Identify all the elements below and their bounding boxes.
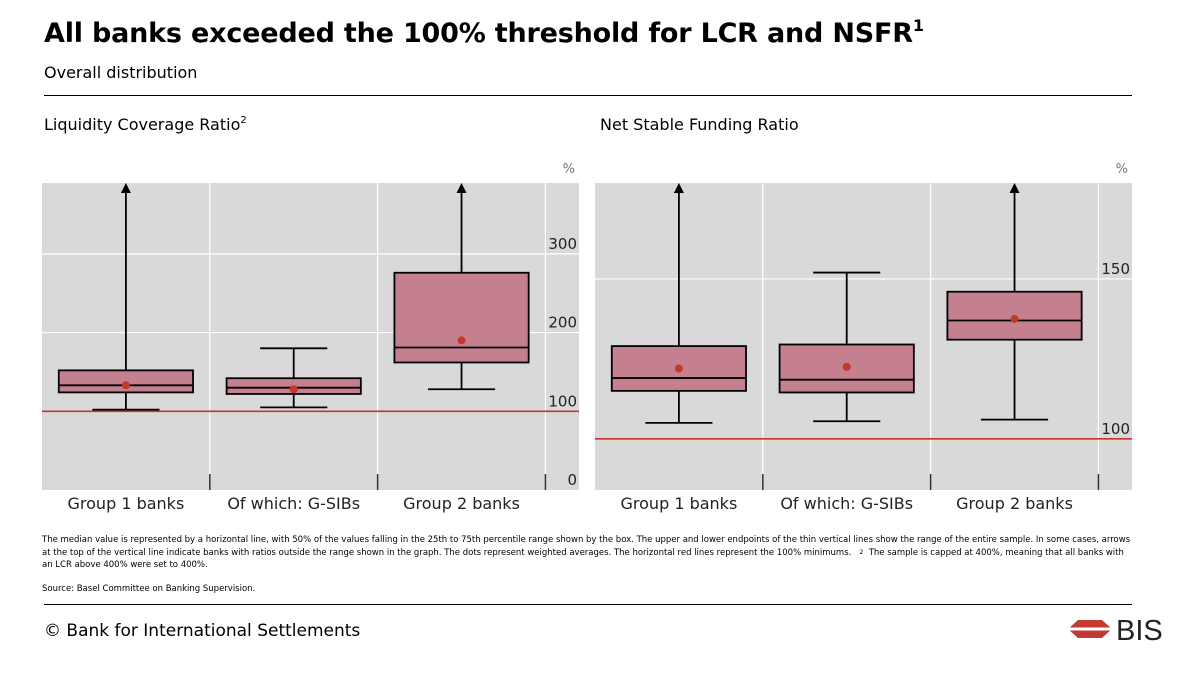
nsfr-range-arrow xyxy=(1009,183,1020,193)
bis-logo: BIS xyxy=(1068,615,1163,646)
chart-title-text: All banks exceeded the 100% threshold fo… xyxy=(44,18,913,49)
nsfr-category-label: Group 1 banks xyxy=(621,494,738,513)
lcr-category-label: Group 2 banks xyxy=(403,494,520,513)
chart-subtitle: Overall distribution xyxy=(44,63,198,82)
chart-title: All banks exceeded the 100% threshold fo… xyxy=(44,16,924,49)
header-rule xyxy=(44,95,1132,96)
nsfr-title-text: Net Stable Funding Ratio xyxy=(600,115,799,134)
nsfr-category-label: Of which: G-SIBs xyxy=(780,494,913,513)
copyright: © Bank for International Settlements xyxy=(44,621,361,641)
nsfr-unit-label: % xyxy=(1116,162,1128,177)
footnote-main: The median value is represented by a hor… xyxy=(42,535,1131,558)
nsfr-mean-dot xyxy=(674,364,683,373)
footnote-2-text: The sample is capped at 400%, meaning th… xyxy=(42,547,1124,571)
nsfr-ytick-label: 100 xyxy=(1101,420,1130,438)
source-note: Source: Basel Committee on Banking Super… xyxy=(42,584,256,594)
bis-logo-text: BIS xyxy=(1116,615,1163,646)
lcr-category-label: Group 1 banks xyxy=(68,494,185,513)
nsfr-range-arrow xyxy=(673,183,684,193)
lcr-ytick-label: 100 xyxy=(548,392,577,410)
lcr-category-label: Of which: G-SIBs xyxy=(227,494,360,513)
footnote: The median value is represented by a hor… xyxy=(42,534,1134,572)
lcr-mean-dot xyxy=(289,385,298,394)
nsfr-category-label: Group 2 banks xyxy=(956,494,1073,513)
lcr-ytick-label: 0 xyxy=(567,471,577,489)
lcr-range-arrow xyxy=(456,183,467,193)
footnote-2-marker: 2 xyxy=(859,548,864,556)
nsfr-panel-title: Net Stable Funding Ratio xyxy=(600,115,799,134)
lcr-range-arrow xyxy=(120,183,131,193)
footer-rule xyxy=(44,604,1132,605)
lcr-unit-label: % xyxy=(563,162,575,177)
lcr-ytick-label: 300 xyxy=(548,235,577,253)
lcr-box xyxy=(393,271,530,364)
lcr-mean-dot xyxy=(121,381,130,390)
nsfr-mean-dot xyxy=(1010,314,1019,323)
nsfr-mean-dot xyxy=(842,362,851,371)
lcr-ytick-label: 200 xyxy=(548,314,577,332)
nsfr-chart: 100 150% Group 1 banks Of which: G-SIBs Grou… xyxy=(595,162,1132,513)
title-footnote-marker: 1 xyxy=(912,16,924,35)
lcr-title-text: Liquidity Coverage Ratio xyxy=(44,115,241,134)
nsfr-ytick-label: 150 xyxy=(1101,260,1130,278)
lcr-panel-title: Liquidity Coverage Ratio2 xyxy=(44,115,247,134)
lcr-title-footnote: 2 xyxy=(240,115,247,126)
lcr-chart: 0 100 200 300% Group 1 banks Of which: G-SIBs… xyxy=(42,162,579,513)
lcr-mean-dot xyxy=(457,336,466,345)
